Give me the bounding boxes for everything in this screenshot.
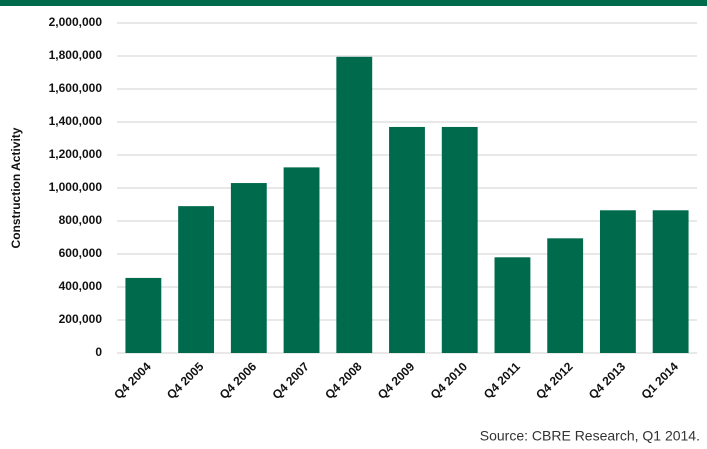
x-tick-label: Q4 2004: [111, 359, 154, 402]
x-tick-label: Q1 2014: [639, 359, 682, 402]
y-tick-label: 200,000: [59, 312, 103, 326]
bar: [178, 206, 215, 353]
x-tick-label: Q4 2007: [269, 359, 312, 402]
bar: [283, 167, 320, 353]
y-tick-label: 400,000: [59, 279, 103, 293]
y-tick-label: 1,200,000: [49, 147, 103, 161]
y-tick-label: 2,000,000: [49, 15, 103, 29]
bar: [389, 126, 425, 353]
y-tick-label: 800,000: [59, 213, 103, 227]
bar: [652, 210, 689, 353]
x-tick-label: Q4 2013: [586, 359, 629, 402]
bar: [336, 56, 373, 353]
y-tick-label: 1,400,000: [49, 114, 103, 128]
bar: [494, 257, 531, 353]
y-tick-label: 1,000,000: [49, 180, 103, 194]
top-band: [0, 0, 707, 6]
bar: [125, 277, 162, 353]
x-tick-label: Q4 2005: [164, 359, 207, 402]
y-axis-label: Construction Activity: [9, 127, 23, 248]
y-tick-label: 0: [95, 345, 102, 359]
bar: [441, 126, 478, 353]
x-tick-label: Q4 2006: [217, 359, 260, 402]
x-tick-label: Q4 2008: [322, 359, 365, 402]
x-tick-label: Q4 2012: [533, 359, 576, 402]
bar: [599, 210, 636, 353]
x-tick-label: Q4 2011: [481, 359, 523, 401]
y-tick-label: 1,800,000: [49, 48, 103, 62]
x-tick-label: Q4 2010: [428, 359, 471, 402]
source-note: Source: CBRE Research, Q1 2014.: [480, 428, 700, 444]
bar: [547, 238, 584, 353]
y-tick-label: 600,000: [59, 246, 103, 260]
x-tick-label: Q4 2009: [375, 359, 418, 402]
y-tick-label: 1,600,000: [49, 81, 103, 95]
bar: [230, 183, 267, 353]
